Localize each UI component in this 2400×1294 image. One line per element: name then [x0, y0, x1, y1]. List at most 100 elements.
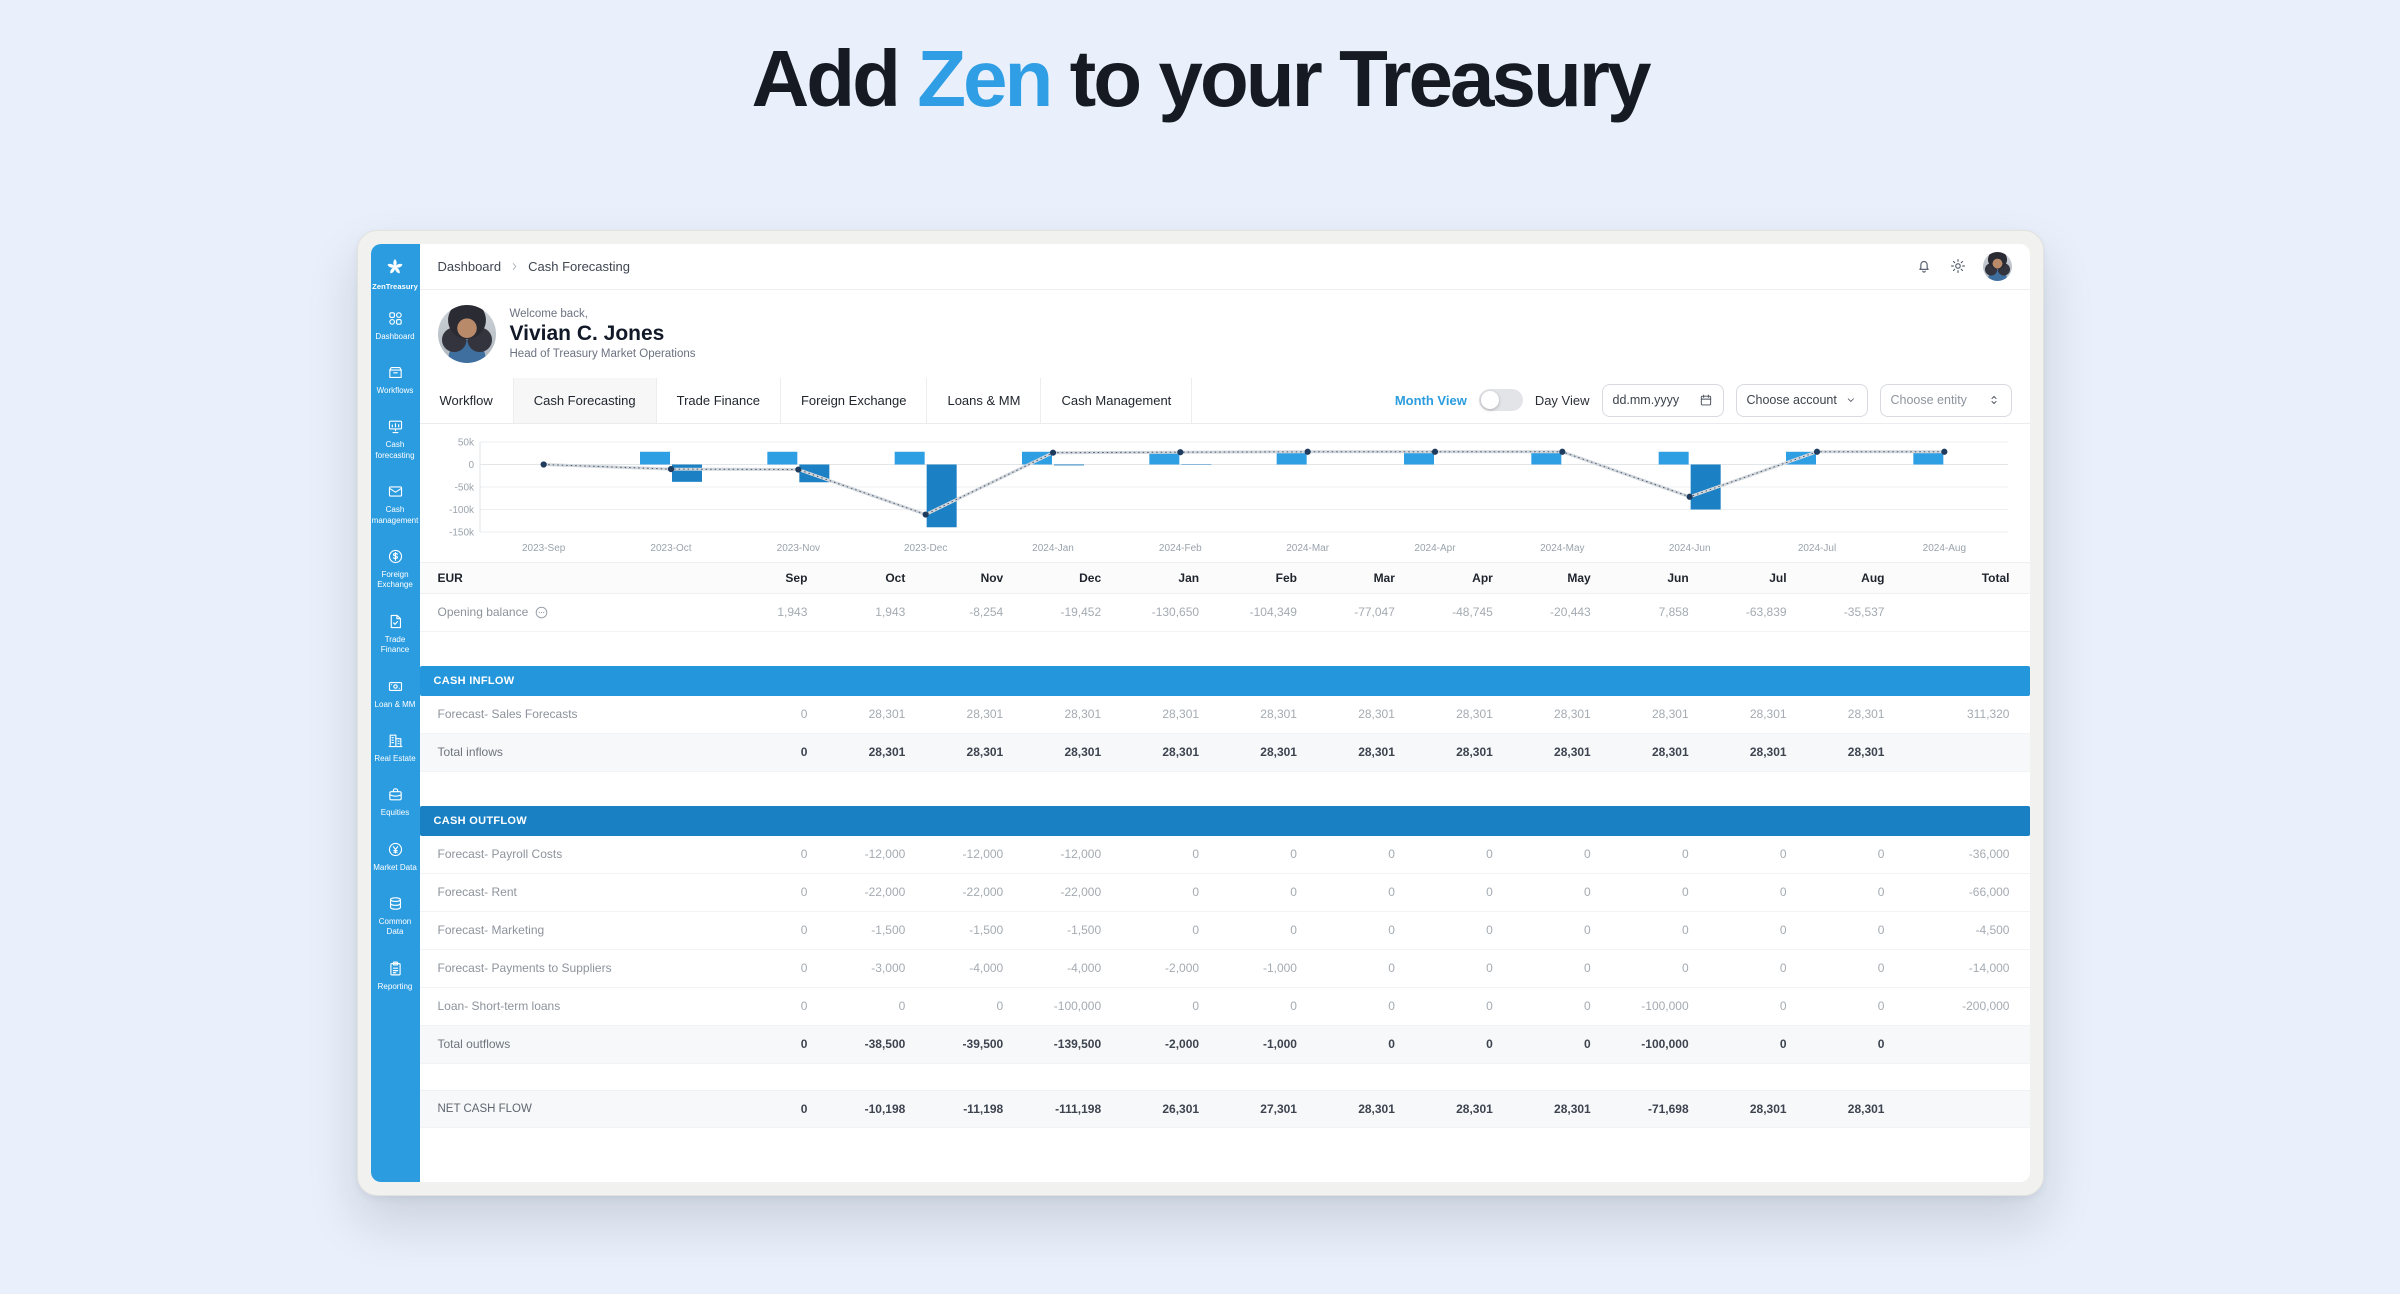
cell-value: 0: [1787, 885, 1885, 899]
sidebar-item-cash-forecasting[interactable]: Cash forecasting: [371, 407, 420, 472]
month-view-label[interactable]: Month View: [1395, 393, 1467, 408]
market-data-icon: [387, 841, 404, 858]
user-avatar[interactable]: [1983, 252, 2012, 281]
cell-value: 28,301: [1199, 745, 1297, 759]
sidebar-item-equities[interactable]: Equities: [371, 775, 420, 829]
cell-value: 0: [1787, 847, 1885, 861]
sidebar-item-common-data[interactable]: Common Data: [371, 884, 420, 949]
real-estate-icon: [387, 732, 404, 749]
common-data-icon: [387, 895, 404, 912]
cell-value: 0: [1199, 923, 1297, 937]
svg-text:2023-Oct: 2023-Oct: [650, 543, 691, 554]
cell-value: -63,839: [1689, 605, 1787, 619]
cell-value: 28,301: [1689, 1102, 1787, 1116]
cell-value: 28,301: [1787, 1102, 1885, 1116]
cell-value: -12,000: [905, 847, 1003, 861]
tab-cash-forecasting[interactable]: Cash Forecasting: [514, 378, 657, 423]
cell-total: -66,000: [1884, 885, 2009, 899]
sidebar-item-label: Loan & MM: [375, 700, 416, 710]
cell-value: -10,198: [807, 1102, 905, 1116]
sidebar-item-dashboard[interactable]: Dashboard: [371, 299, 420, 353]
tab-cash-management[interactable]: Cash Management: [1041, 378, 1192, 423]
date-input[interactable]: dd.mm.yyyy: [1602, 384, 1724, 417]
svg-text:50k: 50k: [457, 437, 474, 448]
updown-icon: [1987, 393, 2001, 407]
cell-value: 28,301: [1787, 707, 1885, 721]
topbar: Dashboard Cash Forecasting: [420, 244, 2030, 290]
cell-value: 28,301: [1493, 707, 1591, 721]
cell-value: 26,301: [1101, 1102, 1199, 1116]
month-header: Apr: [1395, 571, 1493, 585]
sidebar-item-reporting[interactable]: Reporting: [371, 949, 420, 1003]
cell-value: -35,537: [1787, 605, 1885, 619]
cell-value: 0: [1395, 847, 1493, 861]
entity-select[interactable]: Choose entity: [1880, 384, 2012, 417]
sidebar-item-cash-management[interactable]: Cash management: [371, 472, 420, 537]
table-spacer: [420, 632, 2030, 666]
sidebar-item-label: Foreign Exchange: [373, 570, 418, 591]
cell-value: -4,000: [1003, 961, 1101, 975]
cell-value: -2,000: [1101, 1037, 1199, 1051]
ellipsis-icon[interactable]: [534, 605, 549, 620]
cell-value: -1,500: [1003, 923, 1101, 937]
cell-value: -2,000: [1101, 961, 1199, 975]
cell-value: 0: [1689, 961, 1787, 975]
cell-value: 0: [1199, 999, 1297, 1013]
tab-workflow[interactable]: Workflow: [420, 378, 514, 423]
svg-text:2023-Sep: 2023-Sep: [521, 543, 565, 554]
sidebar-item-market-data[interactable]: Market Data: [371, 830, 420, 884]
svg-text:2024-May: 2024-May: [1540, 543, 1584, 554]
cell-value: 0: [1689, 847, 1787, 861]
tab-trade-finance[interactable]: Trade Finance: [657, 378, 781, 423]
cell-value: 28,301: [1003, 745, 1101, 759]
trade-finance-icon: [387, 613, 404, 630]
sidebar-item-trade-finance[interactable]: Trade Finance: [371, 602, 420, 667]
cell-value: 28,301: [905, 745, 1003, 759]
month-header: Oct: [807, 571, 905, 585]
cell-value: 0: [1493, 847, 1591, 861]
cell-value: 0: [1591, 885, 1689, 899]
tab-loans-mm[interactable]: Loans & MM: [927, 378, 1041, 423]
gear-icon[interactable]: [1949, 257, 1967, 275]
bell-icon[interactable]: [1915, 257, 1933, 275]
svg-text:-50k: -50k: [454, 482, 474, 493]
cell-value: 0: [1493, 961, 1591, 975]
sidebar-item-workflows[interactable]: Workflows: [371, 353, 420, 407]
sidebar-item-foreign-exchange[interactable]: Foreign Exchange: [371, 537, 420, 602]
cell-value: 0: [1297, 1037, 1395, 1051]
cell-value: 28,301: [1395, 745, 1493, 759]
toggle-knob: [1481, 391, 1499, 409]
row-label: Forecast- Sales Forecasts: [420, 707, 710, 721]
sidebar-item-loan-mm[interactable]: Loan & MM: [371, 667, 420, 721]
sidebar-item-label: Equities: [381, 808, 409, 818]
breadcrumb-dashboard[interactable]: Dashboard: [438, 259, 502, 274]
cell-value: 0: [710, 745, 808, 759]
svg-text:2024-Mar: 2024-Mar: [1286, 543, 1329, 554]
cell-value: 0: [1787, 961, 1885, 975]
cell-value: -38,500: [807, 1037, 905, 1051]
cell-value: 28,301: [1297, 707, 1395, 721]
cell-value: 0: [1787, 999, 1885, 1013]
sidebar-logo[interactable]: ZenTreasury: [371, 244, 420, 299]
cell-value: 0: [1395, 999, 1493, 1013]
month-header: Jul: [1689, 571, 1787, 585]
day-view-label[interactable]: Day View: [1535, 393, 1590, 408]
tab-foreign-exchange[interactable]: Foreign Exchange: [781, 378, 928, 423]
cell-value: -22,000: [1003, 885, 1101, 899]
row-label: Total outflows: [420, 1037, 710, 1051]
cell-value: 0: [1395, 923, 1493, 937]
sidebar-item-real-estate[interactable]: Real Estate: [371, 721, 420, 775]
svg-text:2024-Jun: 2024-Jun: [1668, 543, 1710, 554]
account-select[interactable]: Choose account: [1736, 384, 1868, 417]
cell-value: 28,301: [1101, 745, 1199, 759]
cell-value: -77,047: [1297, 605, 1395, 619]
month-header: Sep: [710, 571, 808, 585]
view-toggle[interactable]: [1479, 389, 1523, 411]
cell-value: 0: [1787, 1037, 1885, 1051]
calendar-icon: [1699, 393, 1713, 407]
